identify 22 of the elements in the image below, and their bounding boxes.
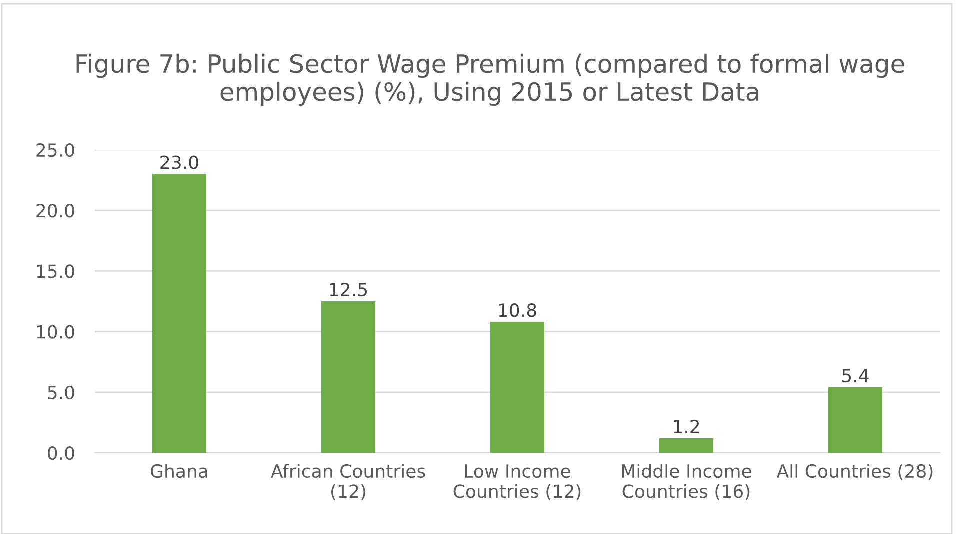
bar (490, 322, 545, 453)
x-tick-label: All Countries (28) (776, 464, 933, 480)
bar (321, 302, 376, 453)
x-tick-label: Middle Income Countries (16) (622, 464, 752, 500)
data-label: 12.5 (330, 282, 368, 297)
data-label: 10.8 (499, 304, 536, 318)
x-tick-label: Ghana (151, 464, 208, 478)
bar (828, 388, 883, 453)
data-label: 23.0 (160, 156, 198, 170)
y-tick-label: 0.0 (48, 446, 74, 460)
x-tick-label: African Countries (12) (271, 464, 426, 500)
y-tick-label: 25.0 (36, 143, 74, 158)
data-label: 1.2 (674, 420, 700, 434)
bar (152, 174, 207, 453)
chart-title: Figure 7b: Public Sector Wage Premium (compared to formal wage employees) (%), Using 2015 or Latest Data (76, 54, 904, 106)
bar (659, 438, 714, 453)
y-tick-label: 20.0 (36, 204, 74, 218)
y-tick-label: 15.0 (37, 264, 74, 278)
data-label: 5.4 (842, 369, 869, 383)
y-tick-label: 10.0 (37, 325, 74, 339)
y-tick-label: 5.0 (48, 386, 74, 400)
x-tick-label: Low Income Countries (12) (454, 464, 581, 500)
